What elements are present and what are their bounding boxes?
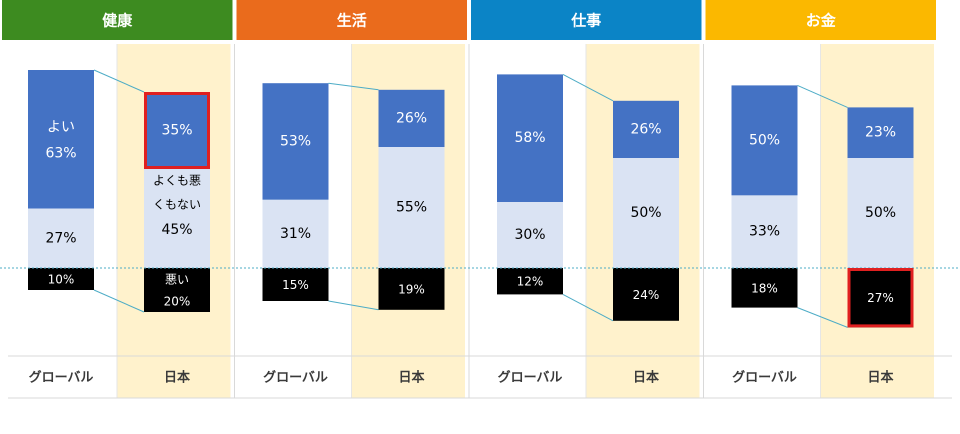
group-header-band: [2, 0, 233, 40]
bar-segment-bad: [144, 268, 210, 312]
data-label-neutral: 55%: [396, 200, 427, 216]
connector-line-bottom: [328, 300, 379, 311]
data-label-good: 26%: [396, 110, 427, 126]
data-label-neutral: 33%: [749, 224, 780, 240]
series-label-neutral-line2: くもない: [153, 198, 201, 212]
data-label-bad: 12%: [517, 275, 544, 289]
category-label-japan: 日本: [164, 370, 190, 386]
group-header-title: 生活: [337, 12, 367, 30]
data-label-good: 35%: [161, 123, 192, 139]
group-header-title: お金: [806, 12, 837, 30]
bar-segment-good: [28, 70, 94, 209]
highlight-box: [144, 92, 210, 169]
bar-segment-bad: [378, 268, 445, 310]
group-header-band: [236, 0, 467, 40]
bar-segment-neutral: [262, 199, 329, 268]
connector-line-top: [562, 73, 614, 102]
data-label-bad: 19%: [398, 282, 425, 296]
data-label-bad: 15%: [282, 278, 309, 292]
connector-line-top: [797, 84, 848, 108]
bar-segment-neutral: [144, 169, 210, 268]
data-label-bad: 24%: [633, 288, 660, 302]
data-label-bad: 27%: [867, 291, 894, 305]
bar-segment-good: [378, 89, 445, 147]
connector-line-bottom: [562, 293, 614, 322]
connector-line-bottom: [93, 289, 145, 313]
data-label-neutral: 27%: [45, 230, 76, 246]
data-label-good: 23%: [865, 125, 896, 141]
bar-segment-bad: [731, 268, 798, 308]
data-label-good: 50%: [749, 132, 780, 148]
connector-line-bottom: [797, 307, 848, 328]
bar-segment-bad: [262, 268, 329, 301]
group-header-title: 健康: [102, 12, 133, 30]
bar-segment-neutral: [28, 208, 94, 268]
data-label-neutral: 50%: [630, 205, 661, 221]
bar-segment-neutral: [497, 202, 563, 268]
data-label-bad: 18%: [751, 281, 778, 295]
bar-segment-bad: [847, 268, 914, 328]
data-label-good: 58%: [514, 130, 545, 146]
series-label-good: よい: [47, 119, 75, 135]
bar-segment-good: [731, 85, 798, 196]
bar-segment-good: [847, 107, 914, 158]
group-header-title: 仕事: [570, 12, 601, 30]
highlight-box: [847, 268, 914, 328]
bar-segment-good: [613, 100, 679, 158]
data-label-neutral: 31%: [280, 226, 311, 242]
data-label-good: 53%: [280, 134, 311, 150]
category-label-global: グローバル: [498, 370, 563, 386]
data-label-neutral: 45%: [161, 222, 192, 238]
bar-segment-good: [144, 92, 210, 169]
bar-segment-good: [497, 74, 563, 202]
bar-segment-bad: [28, 268, 94, 290]
series-label-neutral-line1: よくも悪: [153, 174, 201, 188]
bar-segment-bad: [497, 268, 563, 295]
data-label-neutral: 50%: [865, 205, 896, 221]
data-label-bad: 10%: [48, 273, 75, 287]
category-label-japan: 日本: [633, 370, 659, 386]
connector-line-top: [328, 82, 379, 91]
bar-segment-neutral: [378, 147, 445, 268]
bar-segment-bad: [613, 268, 679, 321]
bar-segment-neutral: [731, 195, 798, 268]
category-label-global: グローバル: [732, 370, 797, 386]
bar-segment-neutral: [847, 158, 914, 268]
bar-segment-good: [262, 83, 329, 200]
group-header-band: [705, 0, 936, 40]
connector-line-top: [93, 69, 145, 93]
category-label-japan: 日本: [398, 370, 424, 386]
category-label-global: グローバル: [29, 370, 94, 386]
category-label-global: グローバル: [263, 370, 328, 386]
data-label-neutral: 30%: [514, 227, 545, 243]
series-label-bad: 悪い: [165, 273, 189, 287]
category-label-japan: 日本: [867, 370, 893, 386]
group-header-band: [471, 0, 702, 40]
data-label-bad: 20%: [164, 295, 191, 309]
bar-segment-neutral: [613, 158, 679, 268]
data-label-good: 63%: [45, 145, 76, 161]
data-label-good: 26%: [630, 121, 661, 137]
